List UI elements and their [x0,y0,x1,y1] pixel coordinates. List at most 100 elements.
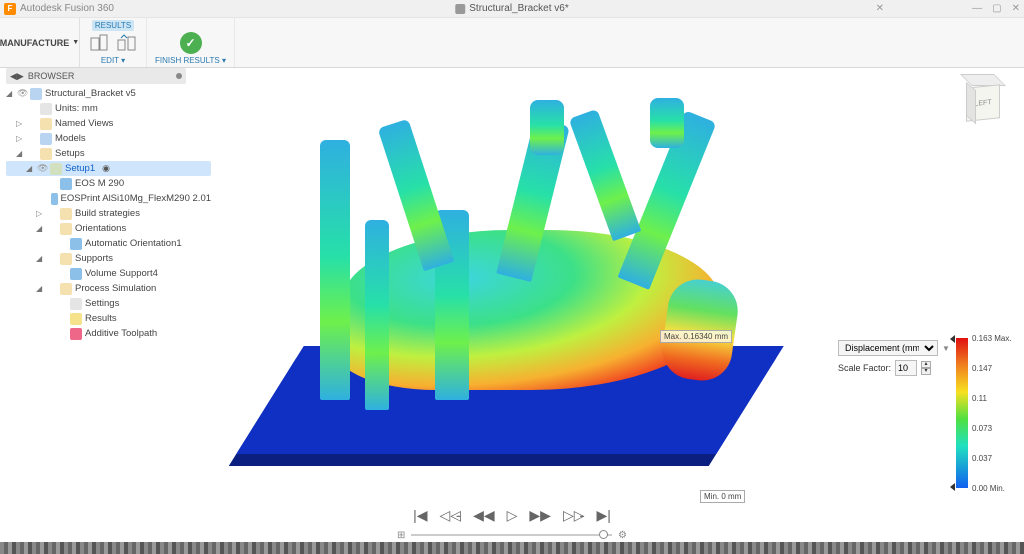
playback-go-end[interactable]: ▶| [596,507,610,524]
tree-item-label: EOS M 290 [75,178,124,189]
simulation-model: Max. 0.16340 mm Min. 0 mm [230,80,790,480]
tree-expand-icon[interactable]: ▷ [16,134,24,143]
active-setup-radio[interactable]: ◉ [102,163,110,174]
tree-expand-icon[interactable]: ◢ [36,284,44,293]
visibility-icon[interactable]: 👁 [37,163,47,174]
timeline-track[interactable] [411,534,612,536]
boss-top [650,98,684,148]
tree-expand-icon[interactable]: ▷ [16,119,24,128]
boss-top [530,100,564,155]
document-icon [455,4,465,14]
browser-collapse-icon[interactable]: ◀▶ [10,71,24,82]
tree-row[interactable]: ◢👁 Structural_Bracket v5 [6,86,211,101]
compare-results-icon[interactable] [116,32,138,54]
tree-item-icon [60,208,72,220]
tree-item-label: Structural_Bracket v5 [45,88,136,99]
window-close[interactable]: ✕ [1012,3,1020,14]
tree-item-label: Models [55,133,86,144]
browser-panel-header[interactable]: ◀▶ BROWSER [6,68,186,84]
tree-item-icon [70,268,82,280]
timeline-settings-icon[interactable]: ⚙ [618,530,627,541]
chevron-down-icon: ▼ [72,39,79,46]
tree-row[interactable]: EOSPrint AlSi10Mg_FlexM290 2.01 [6,191,211,206]
app-icon: F [4,3,16,15]
playback-step-fwd[interactable]: ▶▶ [529,507,551,524]
tree-row[interactable]: Volume Support4 [6,266,211,281]
tree-item-label: Named Views [55,118,113,129]
tree-item-label: Setups [55,148,85,159]
tree-row[interactable]: ◢Process Simulation [6,281,211,296]
workspace-switcher[interactable]: MANUFACTURE ▼ [0,18,80,67]
tree-row[interactable]: ▷ Named Views [6,116,211,131]
document-tab[interactable]: Structural_Bracket v6* [455,3,569,14]
tree-row[interactable]: ▷ Build strategies [6,206,211,221]
tab-close-icon[interactable]: ✕ [876,3,884,14]
tree-row[interactable]: Units: mm [6,101,211,116]
browser-options-icon[interactable] [176,73,182,79]
chevron-down-icon: ▼ [942,344,950,353]
finish-check-icon[interactable]: ✓ [180,32,202,54]
tree-expand-icon[interactable]: ◢ [36,224,44,233]
tree-item-icon [70,313,82,325]
tree-expand-icon[interactable]: ◢ [16,149,24,158]
ribbon: MANUFACTURE ▼ RESULTS EDIT ▾ _ ✓ FINISH … [0,18,1024,68]
colorbar-tick-label: 0.037 [972,454,1016,484]
support-strut [378,119,455,272]
playback-step-back-key[interactable]: ◁◁̵ [440,507,462,524]
tree-item-label: Units: mm [55,103,98,114]
scale-factor-input[interactable] [895,360,917,376]
tree-item-icon [40,148,52,160]
tree-row[interactable]: Results [6,311,211,326]
finish-results-dropdown[interactable]: FINISH RESULTS ▾ [155,56,226,65]
legend-metric-select[interactable]: Displacement (mm) [838,340,938,356]
title-bar: F Autodesk Fusion 360 Structural_Bracket… [0,0,1024,18]
window-minimize[interactable]: — [972,3,982,14]
scale-factor-stepper[interactable]: ▴▾ [921,361,931,375]
document-title: Structural_Bracket v6* [469,3,569,14]
results-tab[interactable]: RESULTS [92,20,134,31]
tree-item-label: Volume Support4 [85,268,158,279]
tree-item-label: Settings [85,298,119,309]
ribbon-group-finish: _ ✓ FINISH RESULTS ▾ [147,18,235,67]
tree-row[interactable]: Additive Toolpath [6,326,211,341]
timeline[interactable]: ⊞ ⚙ [397,530,627,540]
tree-row[interactable]: ▷ Models [6,131,211,146]
tree-row[interactable]: ◢👁Setup1◉ [6,161,211,176]
tree-row[interactable]: ◢Supports [6,251,211,266]
tree-expand-icon[interactable]: ◢ [6,89,14,98]
support-pillar [320,140,350,400]
playback-go-start[interactable]: |◀ [413,507,427,524]
playback-step-back[interactable]: ◀◀ [473,507,495,524]
tree-item-icon [60,223,72,235]
color-scale-bar[interactable] [956,338,968,488]
tree-item-label: Build strategies [75,208,140,219]
tree-item-label: EOSPrint AlSi10Mg_FlexM290 2.01 [61,193,212,204]
tree-item-icon [40,118,52,130]
playback-controls: |◀ ◁◁̵ ◀◀ ▷ ▶▶ ▷▷̵ ▶| [413,507,611,524]
tree-expand-icon[interactable]: ◢ [26,164,34,173]
workspace-label: MANUFACTURE [0,38,69,48]
timeline-expand-icon[interactable]: ⊞ [397,530,405,541]
viewcube-side[interactable] [966,82,976,124]
tree-row[interactable]: ◢ Setups [6,146,211,161]
tree-row[interactable]: EOS M 290 [6,176,211,191]
view-cube[interactable]: LEFT [966,74,1006,114]
tree-item-icon [60,283,72,295]
tree-item-icon [51,193,57,205]
tree-row[interactable]: Settings [6,296,211,311]
visibility-icon[interactable]: 👁 [17,88,27,99]
browser-tree: ◢👁Structural_Bracket v5Units: mm▷Named V… [6,86,211,341]
colorbar-min-marker[interactable] [950,483,955,491]
tree-expand-icon[interactable]: ◢ [36,254,44,263]
tree-row[interactable]: Automatic Orientation1 [6,236,211,251]
window-maximize[interactable]: ▢ [992,3,1001,14]
edit-dropdown[interactable]: EDIT ▾ [101,56,125,65]
tree-expand-icon[interactable]: ▷ [36,209,44,218]
playback-step-fwd-key[interactable]: ▷▷̵ [563,507,585,524]
tree-item-icon [40,133,52,145]
playback-play[interactable]: ▷ [507,507,518,524]
colorbar-max-marker[interactable] [950,335,955,343]
edit-results-icon[interactable] [88,32,110,54]
tree-row[interactable]: ◢Orientations [6,221,211,236]
timeline-thumb[interactable] [599,530,608,539]
